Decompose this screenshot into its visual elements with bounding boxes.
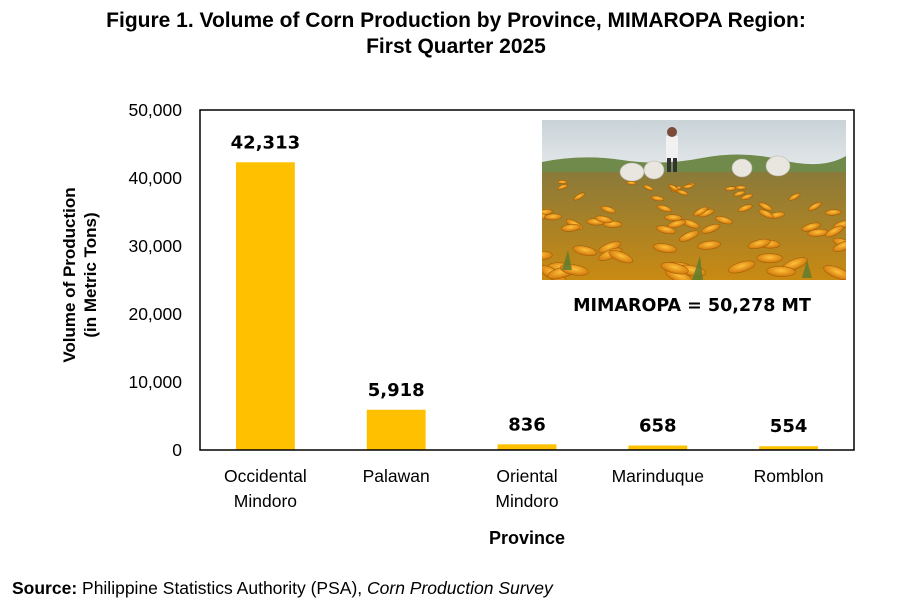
y-tick-label: 10,000 [128,372,182,392]
data-label: 42,313 [231,132,300,153]
chart-title-line1: Figure 1. Volume of Corn Production by P… [106,9,806,32]
data-label: 658 [639,416,677,437]
y-tick-label: 0 [172,440,182,460]
y-axis-ticks: 0 10,000 20,000 30,000 40,000 50,000 [128,100,182,460]
data-labels: 42,313 5,918 836 658 554 [231,132,808,437]
y-axis-label-line1: Volume of Production [60,187,79,363]
x-tick-label: Marinduque [612,466,704,486]
x-tick-label: Oriental Mindoro [495,466,558,511]
y-tick-label: 20,000 [128,304,182,324]
corn-harvest-photo [542,120,846,280]
plot-area-border [199,109,855,451]
region-total-annotation: MIMAROPA = 50,278 MT [573,296,811,316]
y-tick-label: 40,000 [128,168,182,188]
source-note: Source: Philippine Statistics Authority … [12,578,553,599]
x-tick-label: Occidental Mindoro [224,466,307,511]
bars [235,162,819,450]
y-tick-label: 50,000 [128,100,182,120]
corn-harvest-image [542,120,846,280]
y-axis-label-line2: (in Metric Tons) [81,212,100,338]
y-axis-label: Volume of Production (in Metric Tons) [59,187,101,362]
bar [759,446,819,450]
data-label: 5,918 [368,380,425,401]
bar [497,444,557,450]
x-tick-label: Palawan [363,466,430,486]
bar [235,162,295,450]
source-publication: Corn Production Survey [367,578,553,598]
x-axis-categories: Occidental Mindoro Palawan Oriental Mindoro M… [224,466,824,511]
x-axis-label: Province [488,528,566,548]
data-label: 554 [770,416,808,437]
source-label: Source: [12,578,78,598]
x-tick-label: Romblon [754,466,824,486]
source-text: Philippine Statistics Authority (PSA), [77,578,367,598]
chart-title-line2: First Quarter 2025 [366,35,546,58]
bar [628,445,688,450]
y-tick-label: 30,000 [128,236,182,256]
data-label: 836 [508,414,546,435]
bar [366,409,426,450]
chart-title: Figure 1. Volume of Corn Production by P… [0,8,912,60]
